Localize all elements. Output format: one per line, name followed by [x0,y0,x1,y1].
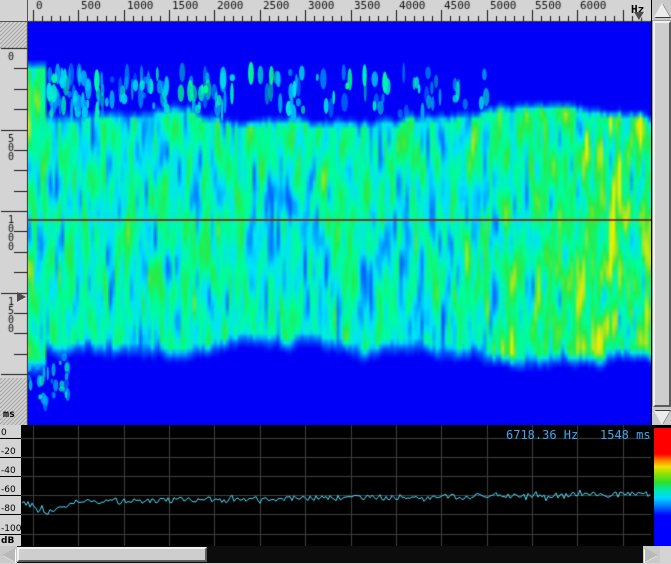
db-tick-label: -100 [1,524,21,534]
db-tick-label: 0 [1,428,7,438]
time-unit-label: ms [3,409,15,420]
vertical-scrollbar[interactable] [651,0,671,428]
db-axis-strip: 0 -20 -40 -60 -80 -100 dB [0,425,21,546]
right-arrow-icon [645,548,658,562]
spectrum-panel: 0 -20 -40 -60 -80 -100 dB 6718.36 Hz 1548 ms [0,425,671,546]
db-tick-line [0,476,21,477]
db-tick-line [0,457,21,458]
db-tick-line [0,495,21,496]
frequency-readout: 6718.36 Hz [506,428,578,442]
scrollbar-corner [660,546,671,563]
db-tick-line [0,514,21,515]
ruler-corner [0,0,28,22]
up-arrow-icon [654,3,670,17]
top-frequency-ruler [28,0,651,22]
db-tick-line [0,438,21,439]
horizontal-scrollbar-thumb[interactable] [17,547,207,562]
db-tick-label: -20 [1,447,16,457]
left-time-ruler [0,22,28,425]
time-readout: 1548 ms [600,428,651,442]
db-tick-line [0,534,21,535]
horizontal-scrollbar[interactable] [0,546,660,563]
spectrogram-canvas[interactable] [28,22,651,425]
db-tick-label: -40 [1,466,16,476]
scroll-left-button[interactable] [0,546,17,563]
db-tick-label: -60 [1,485,16,495]
intensity-colorbar [654,428,671,546]
spectrogram-window: Hz ms 0-20-40-60-80-100dB 6718.36 Hz 154… [0,0,671,564]
down-arrow-icon [654,411,670,425]
left-arrow-icon [2,548,15,562]
db-unit-label: dB [1,536,14,546]
spectrum-plot-canvas[interactable] [21,425,651,546]
vertical-scrollbar-thumb[interactable] [653,21,671,407]
scroll-up-button[interactable] [652,0,671,20]
time-cursor-marker-icon [17,292,26,302]
db-tick-label: -80 [1,504,16,514]
frequency-cursor-marker-icon [634,12,644,20]
scroll-right-button[interactable] [643,546,660,563]
